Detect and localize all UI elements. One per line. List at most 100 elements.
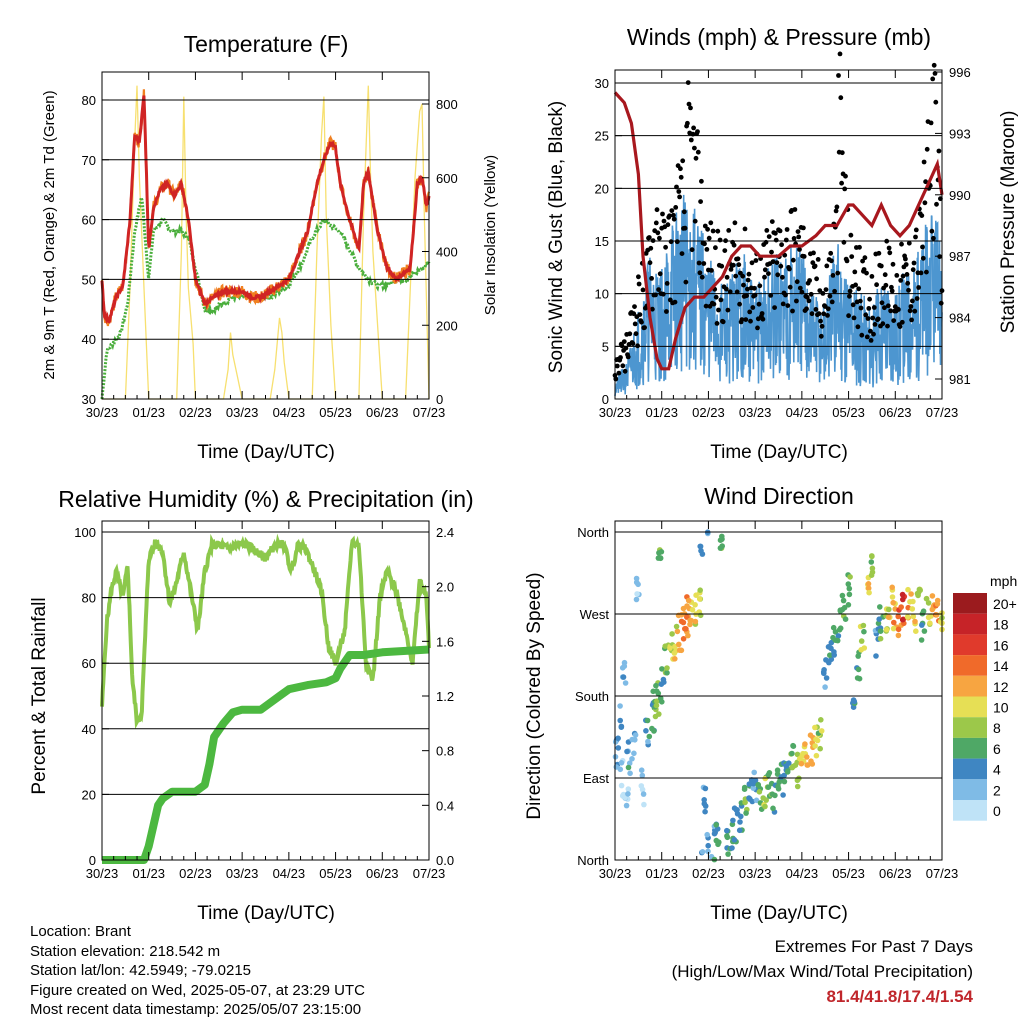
gust-point bbox=[736, 262, 742, 268]
y2-tick-label: 400 bbox=[436, 245, 458, 260]
gust-point bbox=[702, 241, 707, 247]
gust-point bbox=[864, 270, 869, 276]
gust-point bbox=[665, 222, 671, 228]
latlon-text: Station lat/lon: 42.5949; -79.0215 bbox=[30, 962, 252, 979]
gust-point bbox=[859, 332, 865, 338]
gust-point bbox=[918, 270, 924, 276]
humidity-series-line bbox=[100, 533, 431, 730]
y2-tick-label: 990 bbox=[949, 188, 971, 203]
gust-point bbox=[636, 274, 641, 280]
gust-point bbox=[680, 158, 686, 164]
direction-point bbox=[908, 591, 914, 597]
gust-point bbox=[818, 333, 824, 339]
legend-swatch bbox=[953, 737, 987, 759]
gust-point bbox=[847, 288, 853, 294]
direction-point bbox=[638, 767, 645, 773]
gust-point bbox=[906, 287, 911, 293]
y-tick-label: 25 bbox=[595, 129, 609, 144]
direction-point bbox=[685, 597, 692, 604]
temperature-ylabel-left: 2m & 9m T (Red, Orange) & 2m Td (Green) bbox=[41, 90, 58, 379]
x-tick-label: 07/23 bbox=[926, 866, 959, 881]
gust-point bbox=[894, 273, 900, 278]
y-tick-label: West bbox=[580, 607, 610, 622]
humidity-ylabel-left: Percent & Total Rainfall bbox=[29, 597, 50, 794]
gust-point bbox=[677, 194, 682, 200]
legend-swatch bbox=[953, 779, 987, 800]
y-tick-label: 20 bbox=[82, 787, 96, 802]
gust-point bbox=[723, 286, 729, 292]
direction-point bbox=[617, 717, 623, 724]
gust-point bbox=[878, 263, 884, 269]
direction-point bbox=[683, 626, 689, 632]
y-tick-label: 40 bbox=[82, 722, 96, 737]
humidity-data-layer bbox=[100, 533, 431, 864]
direction-point bbox=[673, 623, 680, 630]
gust-point bbox=[814, 276, 819, 282]
gust-point bbox=[891, 318, 897, 323]
direction-point bbox=[839, 592, 846, 599]
direction-point bbox=[676, 641, 682, 648]
gust-point bbox=[714, 321, 720, 326]
gust-point bbox=[728, 267, 734, 272]
legend-label: 10 bbox=[993, 700, 1009, 716]
direction-point bbox=[752, 777, 759, 784]
direction-point bbox=[743, 810, 749, 816]
extremes-subtitle: (High/Low/Max Wind/Total Precipitation) bbox=[671, 962, 973, 981]
gust-point bbox=[657, 235, 662, 241]
y-tick-label: 0 bbox=[602, 392, 609, 407]
y-tick-label: 60 bbox=[82, 656, 96, 671]
direction-point bbox=[886, 606, 892, 613]
direction-point bbox=[620, 674, 627, 680]
gust-point bbox=[804, 306, 809, 312]
gust-point bbox=[775, 272, 781, 278]
legend-swatch bbox=[953, 593, 987, 614]
direction-point bbox=[736, 827, 743, 834]
gust-point bbox=[790, 257, 796, 263]
winds-ylabel-left: Sonic Wind & Gust (Blue, Black) bbox=[546, 101, 567, 373]
gust-point bbox=[870, 315, 876, 321]
y-tick-label: 0 bbox=[89, 853, 96, 868]
direction-point bbox=[634, 591, 640, 597]
gust-point bbox=[830, 273, 836, 278]
gust-point bbox=[618, 355, 623, 360]
gust-point bbox=[630, 341, 636, 346]
gust-point bbox=[919, 213, 925, 219]
legend-label: 6 bbox=[993, 741, 1001, 757]
direction-point bbox=[729, 845, 735, 851]
x-tick-label: 02/23 bbox=[179, 866, 212, 881]
temp-9m-series-line bbox=[100, 89, 431, 327]
direction-point bbox=[730, 817, 736, 824]
gust-point bbox=[928, 120, 934, 126]
direction-point bbox=[877, 628, 884, 634]
direction-point bbox=[624, 748, 630, 755]
humidity-axes: 30/23 01/23 02/23 03/23 04/23 05/23 06/23 07/23… bbox=[74, 520, 454, 881]
gust-point bbox=[913, 234, 918, 240]
direction-point bbox=[905, 586, 911, 593]
gust-point bbox=[780, 301, 786, 307]
direction-point bbox=[632, 732, 639, 738]
y-tick-label: 10 bbox=[595, 287, 609, 302]
gust-point bbox=[864, 334, 870, 340]
gust-point bbox=[916, 285, 921, 290]
gust-point bbox=[631, 311, 637, 317]
direction-point bbox=[633, 575, 640, 582]
direction-point bbox=[702, 808, 708, 815]
direction-point bbox=[909, 606, 916, 612]
gust-point bbox=[716, 307, 721, 313]
gust-point bbox=[857, 244, 862, 250]
x-tick-label: 04/23 bbox=[786, 866, 819, 881]
x-tick-label: 06/23 bbox=[366, 405, 399, 420]
gust-point bbox=[816, 311, 822, 317]
gust-point bbox=[872, 322, 878, 327]
gust-point bbox=[869, 274, 875, 279]
gust-point bbox=[897, 324, 903, 329]
direction-point bbox=[845, 581, 852, 587]
gust-point bbox=[885, 303, 891, 309]
gust-point bbox=[753, 258, 759, 263]
y-tick-label: 30 bbox=[595, 76, 609, 91]
gust-point bbox=[636, 281, 642, 287]
gust-point bbox=[783, 237, 789, 243]
x-tick-label: 01/23 bbox=[645, 405, 678, 420]
gust-point bbox=[708, 220, 714, 226]
direction-point bbox=[814, 737, 821, 744]
